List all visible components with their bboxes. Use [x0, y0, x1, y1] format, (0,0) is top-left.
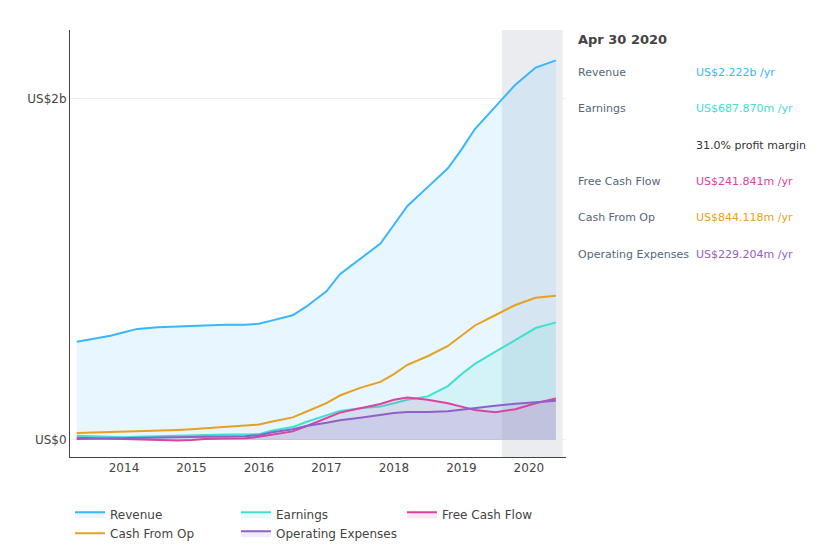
svg-text:Cash From Op: Cash From Op — [110, 527, 194, 541]
svg-text:31.0% profit margin: 31.0% profit margin — [696, 139, 806, 152]
svg-text:2017: 2017 — [311, 461, 342, 475]
svg-text:US$844.118m /yr: US$844.118m /yr — [696, 211, 793, 224]
svg-text:Earnings: Earnings — [276, 508, 328, 522]
svg-text:US$687.870m /yr: US$687.870m /yr — [696, 102, 793, 115]
svg-text:US$241.841m /yr: US$241.841m /yr — [696, 175, 793, 188]
svg-text:US$0: US$0 — [35, 433, 67, 447]
svg-text:Revenue: Revenue — [110, 508, 162, 522]
svg-text:2014: 2014 — [109, 461, 140, 475]
svg-text:Apr 30 2020: Apr 30 2020 — [578, 32, 667, 47]
svg-text:US$2.222b /yr: US$2.222b /yr — [696, 66, 775, 79]
svg-text:2016: 2016 — [244, 461, 275, 475]
svg-text:US$2b: US$2b — [27, 92, 66, 106]
svg-text:Cash From Op: Cash From Op — [578, 211, 655, 224]
svg-text:US$229.204m /yr: US$229.204m /yr — [696, 248, 793, 261]
svg-text:Free Cash Flow: Free Cash Flow — [578, 175, 661, 188]
svg-text:2015: 2015 — [176, 461, 207, 475]
svg-text:Free Cash Flow: Free Cash Flow — [442, 508, 532, 522]
svg-text:2020: 2020 — [514, 461, 545, 475]
svg-text:Earnings: Earnings — [578, 102, 626, 115]
svg-text:2018: 2018 — [379, 461, 410, 475]
svg-text:Revenue: Revenue — [578, 66, 626, 79]
svg-text:Operating Expenses: Operating Expenses — [578, 248, 689, 261]
svg-text:2019: 2019 — [446, 461, 477, 475]
svg-text:Operating Expenses: Operating Expenses — [276, 527, 397, 541]
